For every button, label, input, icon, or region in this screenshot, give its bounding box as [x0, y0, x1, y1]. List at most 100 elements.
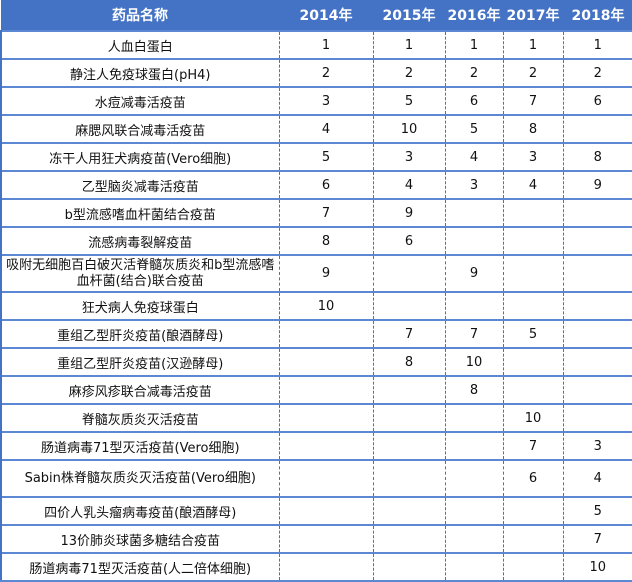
rank-cell [278, 403, 373, 432]
rank-cell: 10 [278, 291, 373, 320]
drug-name-cell: Sabin株脊髓灰质炎灭活疫苗(Vero细胞) [0, 459, 279, 497]
rank-cell: 10 [444, 347, 503, 376]
rank-cell [278, 524, 373, 553]
rank-cell [502, 198, 563, 227]
rank-cell [372, 524, 445, 553]
rank-cell: 1 [444, 30, 503, 59]
drug-name-cell: 水痘减毒活疫苗 [0, 86, 279, 115]
table-row: b型流感嗜血杆菌结合疫苗 7 9 [0, 198, 632, 227]
rank-cell [562, 319, 632, 348]
table-row: 狂犬病人免疫球蛋白 10 [0, 291, 632, 320]
drug-name-cell: 静注人免疫球蛋白(pH4) [0, 58, 279, 87]
rank-cell: 10 [562, 552, 632, 582]
rank-cell [278, 319, 373, 348]
drug-name-cell: 四价人乳头瘤病毒疫苗(酿酒酵母) [0, 496, 279, 525]
rank-cell [444, 552, 503, 582]
drug-name-cell: 肠道病毒71型灭活疫苗(Vero细胞) [0, 431, 279, 460]
rank-cell [562, 347, 632, 376]
column-header-year: 2017年 [503, 0, 563, 31]
rank-cell: 1 [372, 30, 445, 59]
rank-cell: 7 [372, 319, 445, 348]
rank-cell [562, 291, 632, 320]
rank-cell: 8 [444, 375, 503, 404]
drug-name-cell: 流感病毒裂解疫苗 [0, 226, 279, 255]
rank-cell: 10 [502, 403, 563, 432]
rank-cell: 7 [444, 319, 503, 348]
rank-cell: 8 [502, 114, 563, 143]
rank-cell [562, 375, 632, 404]
rank-cell: 6 [502, 459, 563, 497]
rank-cell: 6 [278, 170, 373, 199]
rank-cell: 5 [444, 114, 503, 143]
rank-cell: 3 [372, 142, 445, 171]
rank-cell: 2 [372, 58, 445, 87]
table-row: 四价人乳头瘤病毒疫苗(酿酒酵母) 5 [0, 496, 632, 525]
drug-name-cell: 13价肺炎球菌多糖结合疫苗 [0, 524, 279, 553]
rank-cell [278, 459, 373, 497]
rank-cell: 6 [372, 226, 445, 255]
rank-cell [562, 403, 632, 432]
rank-cell [372, 375, 445, 404]
table-row: 肠道病毒71型灭活疫苗(Vero细胞) 7 3 [0, 431, 632, 460]
rank-cell [372, 431, 445, 460]
rank-cell [444, 459, 503, 497]
rank-cell [278, 496, 373, 525]
rank-cell [562, 254, 632, 292]
table-row: 水痘减毒活疫苗 3 5 6 7 6 [0, 86, 632, 115]
rank-cell: 4 [278, 114, 373, 143]
rank-cell: 1 [278, 30, 373, 59]
rank-cell [502, 254, 563, 292]
rank-cell: 9 [372, 198, 445, 227]
rank-cell [502, 496, 563, 525]
rank-cell [444, 431, 503, 460]
rank-cell: 3 [278, 86, 373, 115]
drug-name-cell: 重组乙型肝炎疫苗(汉逊酵母) [0, 347, 279, 376]
rank-cell [372, 254, 445, 292]
rank-cell: 4 [502, 170, 563, 199]
rank-cell: 5 [278, 142, 373, 171]
rank-cell [502, 524, 563, 553]
rank-cell: 6 [444, 86, 503, 115]
rank-cell [372, 403, 445, 432]
drug-name-cell: 吸附无细胞百白破灭活脊髓灰质炎和b型流感嗜血杆菌(结合)联合疫苗 [0, 254, 279, 292]
rank-cell: 5 [502, 319, 563, 348]
rank-cell: 5 [372, 86, 445, 115]
drug-name-cell: 狂犬病人免疫球蛋白 [0, 291, 279, 320]
rank-cell [444, 496, 503, 525]
rank-cell [278, 552, 373, 582]
drug-name-cell: 冻干人用狂犬病疫苗(Vero细胞) [0, 142, 279, 171]
table-row: 麻疹风疹联合减毒活疫苗 8 [0, 375, 632, 404]
rank-cell: 9 [278, 254, 373, 292]
rank-cell [372, 496, 445, 525]
table-row: 重组乙型肝炎疫苗(酿酒酵母) 7 7 5 [0, 319, 632, 348]
rank-cell [444, 403, 503, 432]
table-row: 脊髓灰质炎灭活疫苗 10 [0, 403, 632, 432]
table-row: 肠道病毒71型灭活疫苗(人二倍体细胞) 10 [0, 552, 632, 582]
rank-cell: 8 [372, 347, 445, 376]
rank-cell: 3 [502, 142, 563, 171]
rank-cell [372, 291, 445, 320]
rank-cell [444, 291, 503, 320]
header-row: 药品名称 2014年 2015年 2016年 2017年 2018年 [1, 0, 632, 31]
rank-cell: 4 [562, 459, 632, 497]
rank-cell: 7 [502, 86, 563, 115]
rank-cell: 6 [562, 86, 632, 115]
rank-cell: 4 [372, 170, 445, 199]
table-row: 静注人免疫球蛋白(pH4) 2 2 2 2 2 [0, 58, 632, 87]
column-header-year: 2014年 [279, 0, 373, 31]
rank-cell: 8 [562, 142, 632, 171]
drug-name-cell: 乙型脑炎减毒活疫苗 [0, 170, 279, 199]
rank-cell: 9 [562, 170, 632, 199]
rank-cell [444, 226, 503, 255]
rank-cell: 2 [502, 58, 563, 87]
table-row: 人血白蛋白 1 1 1 1 1 [0, 30, 632, 59]
rank-cell: 2 [278, 58, 373, 87]
rank-cell: 2 [444, 58, 503, 87]
table-row: 吸附无细胞百白破灭活脊髓灰质炎和b型流感嗜血杆菌(结合)联合疫苗 9 9 [0, 254, 632, 292]
rank-cell: 3 [562, 431, 632, 460]
rank-cell [502, 347, 563, 376]
rank-cell: 10 [372, 114, 445, 143]
rank-cell [278, 347, 373, 376]
rank-cell: 5 [562, 496, 632, 525]
